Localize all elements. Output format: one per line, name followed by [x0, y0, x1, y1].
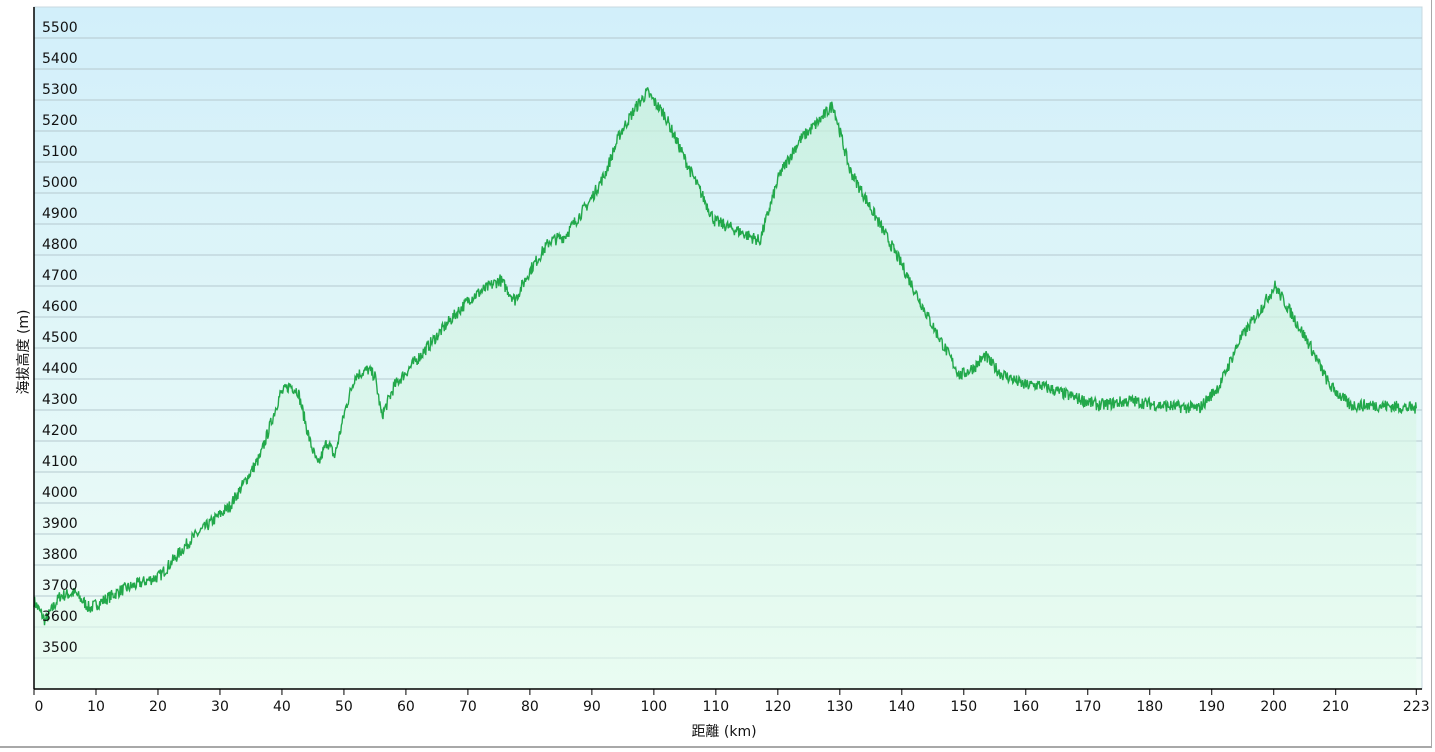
x-tick-label: 70	[459, 699, 477, 715]
elevation-line	[33, 86, 1417, 626]
x-tick-label: 150	[950, 699, 977, 715]
x-tick-label: 90	[583, 699, 601, 715]
y-tick-label: 4400	[42, 361, 78, 377]
x-axis-title: 距離 (km)	[691, 723, 756, 740]
elevation-area	[34, 87, 1417, 689]
y-tick-label: 4500	[42, 330, 78, 346]
x-axis-ticks: 0 10 20 30 40 50 60 70 80 90 100 110 120 130 140 150 160…	[33, 689, 1430, 715]
x-tick-label: 223	[1403, 699, 1430, 715]
x-tick-label: 60	[397, 699, 415, 715]
x-tick-label: 170	[1074, 699, 1101, 715]
x-tick-label: 210	[1322, 699, 1349, 715]
x-tick-label: 140	[888, 699, 915, 715]
x-tick-label: 80	[521, 699, 539, 715]
y-tick-label: 4700	[42, 268, 78, 284]
y-tick-label: 4900	[42, 206, 78, 222]
y-tick-label: 3600	[42, 609, 78, 625]
x-tick-label: 100	[640, 699, 667, 715]
y-tick-label: 3700	[42, 578, 78, 594]
x-tick-label: 0	[35, 699, 44, 715]
x-tick-label: 120	[764, 699, 791, 715]
y-tick-label: 3500	[42, 640, 78, 656]
x-tick-label: 180	[1136, 699, 1163, 715]
y-tick-label: 4100	[42, 454, 78, 470]
y-tick-label: 5500	[42, 20, 78, 36]
y-tick-label: 4300	[42, 392, 78, 408]
y-tick-label: 5400	[42, 51, 78, 67]
x-tick-label: 200	[1260, 699, 1287, 715]
y-tick-label: 5200	[42, 113, 78, 129]
y-tick-label: 4200	[42, 423, 78, 439]
x-tick-label: 20	[149, 699, 167, 715]
axes	[33, 7, 1422, 690]
x-tick-label: 160	[1012, 699, 1039, 715]
y-tick-label: 4800	[42, 237, 78, 253]
y-tick-label: 5100	[42, 144, 78, 160]
x-tick-label: 50	[335, 699, 353, 715]
x-tick-label: 30	[211, 699, 229, 715]
x-tick-label: 130	[826, 699, 853, 715]
x-tick-label: 110	[702, 699, 729, 715]
y-tick-label: 4000	[42, 485, 78, 501]
y-tick-label: 5300	[42, 82, 78, 98]
y-tick-label: 3800	[42, 547, 78, 563]
x-tick-label: 40	[273, 699, 291, 715]
y-tick-label: 4600	[42, 299, 78, 315]
y-axis-ticks: 3500 3600 3700 3800 3900 4000 4100 4200 4300 4400…	[42, 20, 78, 656]
x-tick-label: 10	[87, 699, 105, 715]
y-tick-label: 5000	[42, 175, 78, 191]
x-tick-label: 190	[1198, 699, 1225, 715]
y-axis-title: 海拔高度 (m)	[15, 309, 32, 394]
y-tick-label: 3900	[42, 516, 78, 532]
